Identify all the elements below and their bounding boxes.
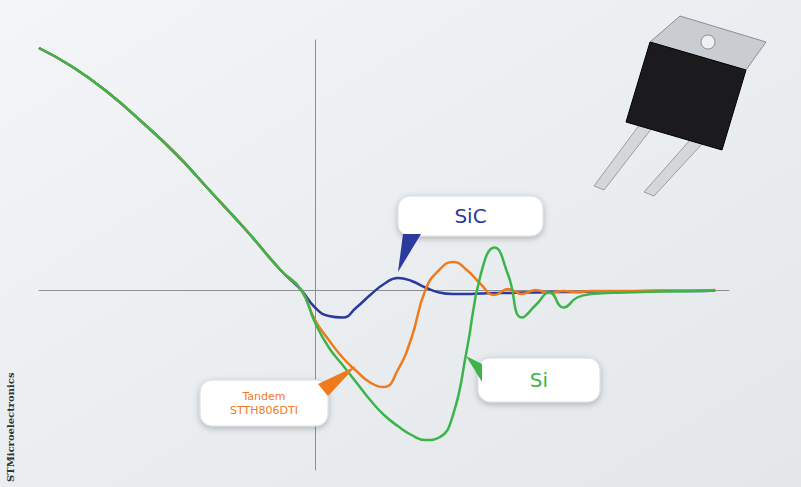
- svg-text:STTH806DTI: STTH806DTI: [230, 404, 298, 417]
- svg-text:Tandem: Tandem: [241, 390, 285, 403]
- svg-text:Si: Si: [530, 368, 548, 392]
- svg-text:STMicroelectronics: STMicroelectronics: [5, 372, 16, 482]
- svg-text:SiC: SiC: [454, 204, 486, 228]
